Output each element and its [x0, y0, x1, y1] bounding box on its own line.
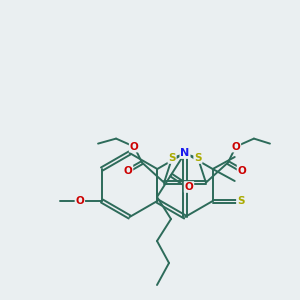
Text: O: O [238, 166, 246, 176]
Text: N: N [180, 148, 190, 158]
Text: O: O [232, 142, 240, 152]
Text: S: S [237, 196, 244, 206]
Text: O: O [130, 142, 139, 152]
Text: O: O [76, 196, 84, 206]
Text: O: O [124, 166, 133, 176]
Text: S: S [194, 153, 202, 163]
Text: O: O [184, 182, 194, 192]
Text: S: S [168, 153, 176, 163]
